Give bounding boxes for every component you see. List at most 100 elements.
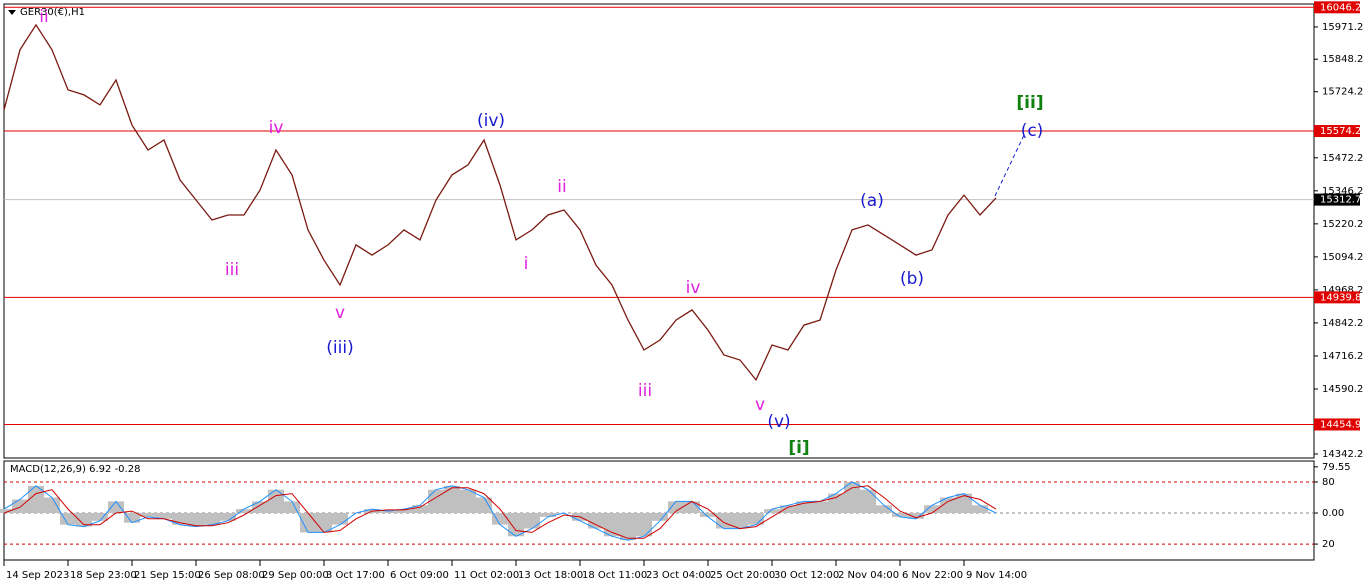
wave-label: iv [269, 118, 284, 138]
macd-bar [700, 513, 716, 517]
x-tick-label: 6 Oct 09:00 [390, 570, 449, 581]
y-tick-label: 0.00 [1322, 508, 1344, 519]
macd-bar [732, 513, 748, 529]
macd-bar [924, 505, 940, 514]
wave-label: ii [557, 177, 566, 197]
wave-label: i [524, 254, 529, 274]
level-label: 16046.2 [1320, 2, 1361, 13]
macd-bar [812, 501, 828, 514]
macd-bar [204, 513, 220, 525]
x-tick-label: 11 Oct 02:00 [454, 570, 519, 581]
macd-bar [332, 513, 348, 525]
macd-bar [444, 485, 460, 514]
wave-label: ii [39, 7, 48, 27]
macd-frame [3, 460, 1315, 561]
macd-bar [156, 513, 172, 519]
level-tag [1314, 418, 1360, 431]
macd-bar [972, 505, 988, 514]
y-tick-label: 15220.2 [1322, 219, 1363, 230]
macd-bar [668, 501, 684, 514]
x-tick-label: 2 Nov 04:00 [838, 570, 899, 581]
y-tick-label: 14342.2 [1322, 449, 1363, 460]
macd-bar [12, 499, 28, 514]
y-tick-label: 14590.2 [1322, 384, 1363, 395]
x-tick-label: 25 Oct 20:00 [710, 570, 775, 581]
y-tick-label: 15346.2 [1322, 186, 1363, 197]
wave-label: (iii) [326, 338, 353, 358]
price-frame [3, 3, 1315, 459]
macd-bar [540, 513, 556, 517]
macd-bar [172, 513, 188, 525]
x-tick-label: 29 Sep 00:00 [262, 570, 329, 581]
macd-bar [60, 513, 76, 525]
level-tag [1314, 193, 1360, 206]
y-tick-label: 20 [1322, 539, 1335, 550]
macd-bar [76, 513, 92, 527]
level-label: 15574.2 [1320, 126, 1361, 137]
macd-title: MACD(12,26,9) 6.92 -0.28 [10, 464, 140, 475]
x-tick-label: 14 Sep 2023 [6, 570, 69, 581]
y-tick-label: 79.55 [1322, 462, 1351, 473]
level-label: 15312.7 [1320, 195, 1361, 206]
wave-label: v [755, 395, 765, 415]
macd-bar [956, 493, 972, 514]
macd-bar [780, 505, 796, 514]
macd-bar [684, 501, 700, 514]
signal-line [3, 485, 997, 539]
y-tick-label: 15971.2 [1322, 22, 1363, 33]
x-tick-label: 9 Nov 14:00 [966, 570, 1027, 581]
macd-bar [92, 513, 108, 521]
x-tick-label: 30 Oct 12:00 [774, 570, 839, 581]
level-tag [1314, 1, 1360, 14]
macd-bar [460, 489, 476, 514]
level-label: 14939.8 [1320, 292, 1361, 303]
macd-bar [300, 513, 316, 533]
macd-line [3, 481, 997, 541]
y-tick-label: 14842.2 [1322, 318, 1363, 329]
wave-label: [ii] [1016, 93, 1043, 113]
symbol-title: GER30(€),H1 [20, 7, 85, 18]
macd-bar [284, 501, 300, 514]
macd-bar [652, 513, 668, 521]
macd-bar [476, 497, 492, 514]
macd-bar [796, 501, 812, 514]
wave-label: [i] [788, 438, 809, 458]
macd-bar [220, 513, 236, 521]
macd-bar [396, 509, 412, 514]
x-tick-label: 21 Sep 15:00 [134, 570, 201, 581]
x-tick-label: 6 Nov 22:00 [902, 570, 963, 581]
menu-arrow[interactable] [8, 10, 16, 15]
macd-bar [380, 511, 396, 514]
level-tag [1314, 125, 1360, 138]
macd-bar [764, 509, 780, 514]
x-tick-label: 13 Oct 18:00 [518, 570, 583, 581]
wave-label: (b) [900, 269, 924, 289]
y-tick-label: 15094.2 [1322, 252, 1363, 263]
x-tick-label: 18 Oct 11:00 [582, 570, 647, 581]
macd-bar [892, 513, 908, 517]
macd-bar [620, 513, 636, 541]
macd-bar [588, 513, 604, 529]
x-tick-label: 23 Oct 04:00 [646, 570, 711, 581]
y-tick-label: 14716.2 [1322, 351, 1363, 362]
macd-bar [252, 501, 268, 514]
y-tick-label: 15724.2 [1322, 87, 1363, 98]
y-tick-label: 15848.2 [1322, 54, 1363, 65]
x-tick-label: 18 Sep 23:00 [70, 570, 137, 581]
projection [994, 132, 1026, 197]
macd-bar [748, 513, 764, 525]
macd-bar [44, 497, 60, 514]
macd-bar [412, 505, 428, 514]
y-tick-label: 80 [1322, 477, 1335, 488]
macd-bar [908, 513, 924, 519]
macd-bar [108, 501, 124, 514]
macd-bar [0, 509, 12, 514]
macd-bar [940, 497, 956, 514]
wave-label: (v) [767, 412, 790, 432]
y-tick-label: 14968.2 [1322, 285, 1363, 296]
macd-bar [188, 513, 204, 527]
macd-bar [860, 489, 876, 514]
wave-label: iii [638, 381, 652, 401]
level-label: 14454.9 [1320, 419, 1361, 430]
